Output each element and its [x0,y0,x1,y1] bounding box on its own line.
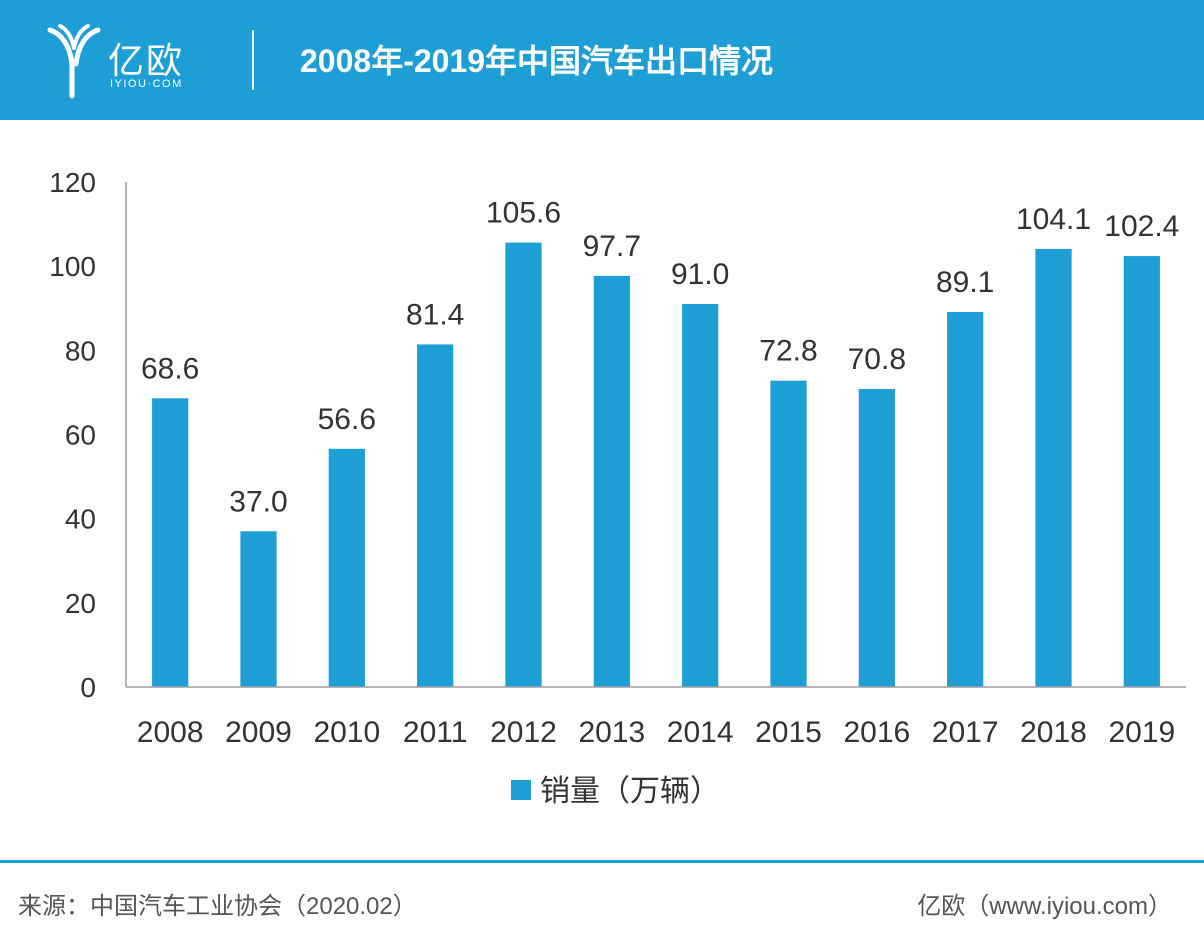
data-label-2015: 72.8 [759,335,817,368]
y-tick-label: 100 [49,251,96,282]
data-label-2011: 81.4 [406,298,464,331]
x-tick-label-2011: 2011 [403,716,468,749]
y-tick-label: 80 [65,335,96,366]
data-label-2012: 105.6 [486,197,561,230]
bar-series: 68.6 37.0 56.6 81.4 105.6 97.7 91.0 72.8 70.8 89.… [141,197,1179,687]
logo-icon [47,24,101,99]
x-tick-label-2009: 2009 [225,716,292,749]
bar-2015 [770,380,807,687]
data-label-2008: 68.6 [141,352,199,385]
x-tick-label-2013: 2013 [578,716,645,749]
logo-subtext: IYIOU·COM [110,78,183,90]
data-label-2010: 56.6 [318,403,376,436]
bar-2012 [505,242,542,687]
x-tick-label-2010: 2010 [313,716,380,749]
bar-2016 [858,389,895,687]
bar-2018 [1035,248,1072,687]
x-tick-label-2015: 2015 [755,716,822,749]
bar-2008 [152,398,189,687]
y-tick-label: 120 [49,167,96,198]
data-label-2017: 89.1 [936,266,994,299]
bar-2013 [593,275,630,687]
header-divider [252,30,254,90]
data-label-2009: 37.0 [229,485,287,518]
data-label-2018: 104.1 [1016,203,1091,236]
legend-swatch [511,780,531,800]
x-tick-label-2012: 2012 [490,716,557,749]
logo-text: 亿欧 [108,40,185,81]
bar-2009 [240,531,277,687]
data-label-2014: 91.0 [671,258,729,291]
bar-chart: 0 20 40 60 80 100 120 68.6 37.0 56.6 81.4 105.6 97.… [49,167,1186,808]
header-banner: 亿欧 IYIOU·COM 2008年-2019年中国汽车出口情况 [0,0,1204,120]
x-tick-label-2019: 2019 [1108,716,1175,749]
x-tick-label-2014: 2014 [667,716,734,749]
x-tick-label-2016: 2016 [843,716,910,749]
source-note: 来源：中国汽车工业协会（2020.02） [18,893,417,920]
data-label-2013: 97.7 [583,230,641,263]
credit-link[interactable]: 亿欧（www.iyiou.com） [917,893,1172,920]
page-title: 2008年-2019年中国汽车出口情况 [300,43,774,79]
data-label-2016: 70.8 [848,343,906,376]
x-tick-label-2018: 2018 [1020,716,1087,749]
footer-divider [0,860,1204,863]
x-tick-label-2008: 2008 [137,716,204,749]
y-tick-label: 0 [80,672,96,703]
x-axis-labels: 2008 2009 2010 2011 2012 2013 2014 2015 2016 2017… [137,716,1175,749]
y-tick-label: 40 [65,504,96,535]
y-tick-label: 60 [65,420,96,451]
x-tick-label-2017: 2017 [932,716,999,749]
logo: 亿欧 IYIOU·COM [46,20,216,100]
data-label-2019: 102.4 [1104,210,1179,243]
legend-label: 销量（万辆） [540,775,720,808]
bar-2014 [682,304,719,687]
y-axis-ticks: 0 20 40 60 80 100 120 [49,167,96,703]
bar-2011 [417,344,454,687]
bar-2019 [1123,256,1160,687]
bar-2010 [328,448,365,687]
bar-2017 [947,312,984,687]
legend: 销量（万辆） [511,775,720,808]
y-tick-label: 20 [65,588,96,619]
